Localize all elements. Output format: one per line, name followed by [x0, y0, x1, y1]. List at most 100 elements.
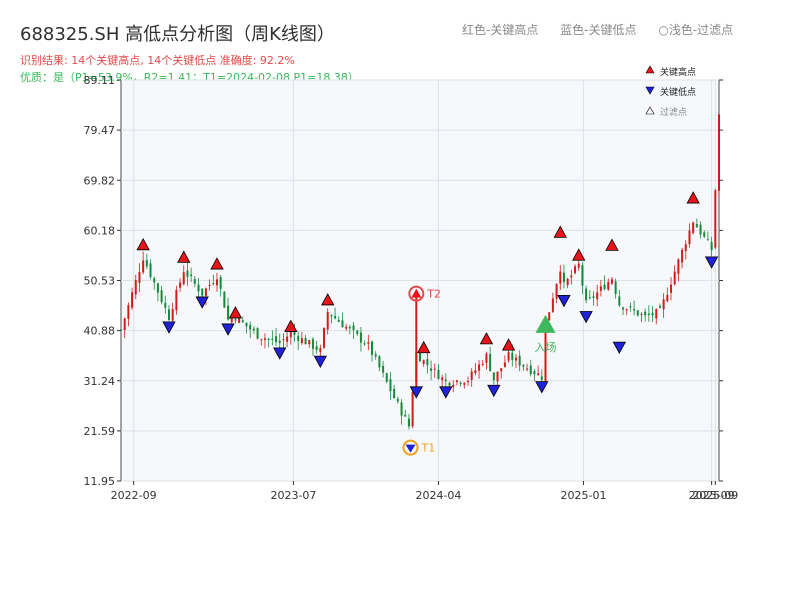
candle-body	[323, 328, 326, 348]
candle	[385, 372, 388, 384]
t1-circle	[402, 439, 419, 456]
x-tick-label: 2025-09	[689, 489, 735, 502]
candle-body	[585, 288, 588, 301]
t1-low-marker	[405, 444, 416, 453]
candle	[138, 263, 141, 292]
x-tick-label: 2024-04	[415, 489, 461, 502]
marker-legend: 关键高点 关键低点 过滤点	[645, 65, 696, 118]
candle-body	[710, 242, 713, 251]
candle-body	[681, 249, 684, 263]
candle	[241, 316, 244, 324]
candle-body	[245, 322, 248, 327]
candle	[341, 312, 344, 328]
candle-body	[300, 338, 303, 344]
candle-body	[688, 230, 691, 245]
candle-body	[651, 312, 654, 316]
candle	[481, 360, 484, 367]
key-low-marker	[535, 381, 549, 394]
candle	[459, 381, 462, 387]
candle-body	[371, 341, 374, 355]
legend-low-label: 关键低点	[660, 86, 696, 98]
candle-body	[551, 298, 554, 312]
candle-body	[197, 284, 200, 292]
candle	[518, 350, 521, 372]
candle-body	[629, 306, 632, 308]
candle	[633, 300, 636, 316]
candle-body	[374, 354, 377, 357]
candle	[562, 264, 565, 289]
candle-body	[633, 308, 636, 311]
candle-body	[448, 382, 451, 386]
candle	[348, 324, 351, 335]
candle-body	[304, 337, 307, 345]
candle-body	[127, 305, 130, 319]
candle-body	[182, 272, 185, 285]
x-tick-label: 2025-09	[692, 489, 738, 502]
candle	[407, 414, 410, 430]
axes: 89.11 79.47 69.82 60.18 50.53 40.88 31.24 21.59…	[84, 74, 739, 502]
candle	[186, 262, 189, 286]
candle	[533, 368, 536, 382]
candle-body	[514, 357, 517, 361]
entry-marker	[535, 314, 556, 333]
candle-body	[526, 368, 529, 370]
candle	[673, 265, 676, 286]
candle-body	[330, 314, 333, 317]
entry-label: 入场	[535, 340, 557, 354]
candle-body	[422, 360, 425, 364]
key-point-markers: T1 T2 入场	[136, 191, 719, 456]
legend-filtered-icon	[645, 106, 655, 115]
candle-body	[190, 274, 193, 277]
candle	[651, 305, 654, 322]
candle	[470, 368, 473, 387]
candle	[197, 278, 200, 299]
key-low-marker	[439, 386, 453, 399]
candle	[503, 355, 506, 368]
candle	[142, 251, 145, 275]
candle-body	[393, 388, 396, 399]
candle	[145, 253, 148, 270]
candle-body	[282, 339, 285, 341]
candle-body	[489, 353, 492, 372]
candle-body	[311, 339, 314, 349]
candle-body	[670, 284, 673, 293]
key-low-marker	[313, 355, 328, 369]
candle	[345, 323, 348, 331]
candle-body	[574, 266, 577, 273]
candle	[555, 283, 558, 304]
candle-body	[404, 414, 407, 417]
candle-body	[389, 379, 392, 392]
y-tick-label: 60.18	[84, 224, 116, 237]
candle-body	[297, 335, 300, 341]
candle	[297, 331, 300, 351]
candle	[134, 274, 137, 300]
y-tick-label: 69.82	[84, 174, 116, 187]
candle	[374, 351, 377, 360]
candle	[548, 312, 551, 321]
candle-body	[223, 291, 226, 308]
key-high-marker	[136, 238, 150, 251]
candle	[245, 322, 248, 334]
candle	[658, 303, 661, 309]
grid-layer	[121, 79, 719, 482]
candle-body	[359, 332, 362, 343]
candle	[430, 360, 433, 381]
candle	[677, 258, 680, 282]
candle	[149, 259, 152, 280]
candle	[455, 379, 458, 386]
candle-body	[684, 244, 687, 251]
candle	[393, 384, 396, 399]
candle	[574, 264, 577, 275]
candle-body	[537, 373, 540, 375]
candle-body	[592, 296, 595, 298]
candle-body	[485, 353, 488, 363]
candle-body	[367, 342, 370, 344]
candle-body	[164, 302, 167, 308]
candle	[396, 396, 399, 404]
candle-body	[452, 384, 455, 388]
candle-body	[706, 239, 709, 241]
legend-high-label: 关键高点	[660, 66, 696, 78]
candle-body	[171, 309, 174, 321]
candle	[492, 372, 495, 385]
candle	[655, 308, 658, 325]
